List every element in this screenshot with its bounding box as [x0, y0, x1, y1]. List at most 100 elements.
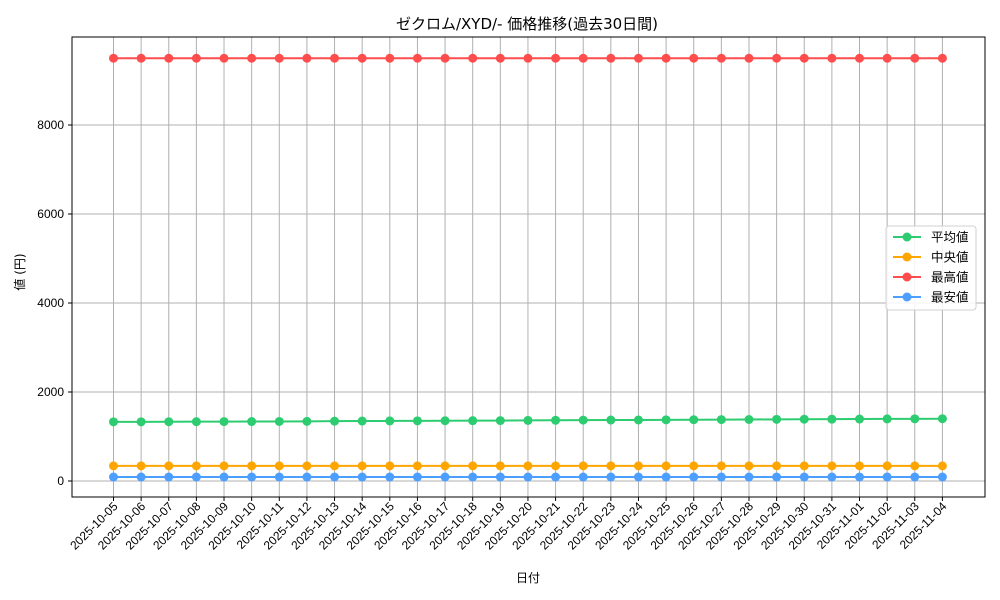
data-point	[385, 416, 395, 426]
data-point	[606, 415, 616, 425]
data-point	[744, 53, 754, 63]
legend-marker	[902, 252, 912, 262]
data-point	[578, 53, 588, 63]
series-1	[109, 461, 947, 471]
data-point	[855, 414, 865, 424]
data-point	[855, 472, 865, 482]
data-point	[136, 417, 146, 427]
legend-label: 最安値	[931, 290, 969, 305]
data-point	[689, 53, 699, 63]
data-point	[191, 417, 201, 427]
data-point	[799, 461, 809, 471]
data-point	[910, 461, 920, 471]
data-point	[772, 461, 782, 471]
data-point	[827, 472, 837, 482]
y-axis-ticks: 0 2000 4000 6000 8000	[37, 118, 72, 488]
data-point	[744, 472, 754, 482]
x-axis-ticks: 2025-10-052025-10-062025-10-072025-10-08…	[67, 497, 950, 553]
data-point	[468, 461, 478, 471]
data-point	[302, 416, 312, 426]
data-point	[164, 53, 174, 63]
data-point	[827, 414, 837, 424]
data-point	[661, 461, 671, 471]
data-point	[412, 53, 422, 63]
data-point	[551, 472, 561, 482]
data-point	[330, 416, 340, 426]
data-point	[440, 416, 450, 426]
y-tick-label: 6000	[37, 207, 64, 221]
data-point	[302, 461, 312, 471]
data-point	[578, 472, 588, 482]
data-point	[412, 472, 422, 482]
data-point	[910, 472, 920, 482]
data-point	[109, 53, 118, 63]
data-point	[633, 472, 643, 482]
data-point	[661, 53, 671, 63]
data-point	[523, 472, 533, 482]
data-point	[523, 53, 533, 63]
data-point	[468, 472, 478, 482]
x-axis-label: 日付	[516, 571, 540, 585]
y-tick-label: 0	[57, 474, 64, 488]
legend-box	[885, 225, 977, 311]
data-point	[799, 53, 809, 63]
data-point	[827, 461, 837, 471]
data-point	[882, 53, 892, 63]
legend-marker	[902, 272, 912, 282]
data-point	[606, 472, 616, 482]
data-point	[274, 461, 284, 471]
data-point	[633, 53, 643, 63]
data-point	[937, 53, 947, 63]
data-point	[578, 461, 588, 471]
data-point	[191, 472, 201, 482]
data-point	[357, 472, 367, 482]
data-point	[191, 461, 201, 471]
data-point	[606, 53, 616, 63]
data-point	[109, 461, 118, 471]
series-0	[109, 414, 947, 427]
data-point	[412, 416, 422, 426]
data-point	[882, 472, 892, 482]
data-point	[578, 415, 588, 425]
data-point	[855, 53, 865, 63]
data-point	[136, 461, 146, 471]
data-point	[772, 414, 782, 424]
data-point	[440, 461, 450, 471]
data-point	[661, 472, 671, 482]
data-point	[247, 417, 257, 427]
data-point	[495, 53, 505, 63]
data-point	[136, 53, 146, 63]
data-point	[302, 53, 312, 63]
data-point	[523, 415, 533, 425]
data-point	[551, 461, 561, 471]
data-point	[772, 53, 782, 63]
data-point	[357, 416, 367, 426]
data-point	[302, 472, 312, 482]
data-point	[744, 415, 754, 425]
data-point	[716, 53, 726, 63]
data-point	[937, 461, 947, 471]
data-point	[716, 461, 726, 471]
series-2	[109, 53, 947, 63]
data-point	[357, 461, 367, 471]
data-point	[219, 472, 229, 482]
data-point	[219, 461, 229, 471]
data-point	[910, 53, 920, 63]
data-point	[799, 414, 809, 424]
data-point	[772, 472, 782, 482]
data-point	[633, 461, 643, 471]
data-point	[330, 461, 340, 471]
data-point	[136, 472, 146, 482]
data-point	[633, 415, 643, 425]
data-point	[247, 53, 257, 63]
data-point	[495, 461, 505, 471]
data-point	[274, 53, 284, 63]
data-point	[440, 472, 450, 482]
legend-label: 中央値	[931, 250, 969, 265]
data-point	[799, 472, 809, 482]
data-point	[385, 53, 395, 63]
data-point	[219, 53, 229, 63]
y-tick-label: 4000	[37, 296, 64, 310]
